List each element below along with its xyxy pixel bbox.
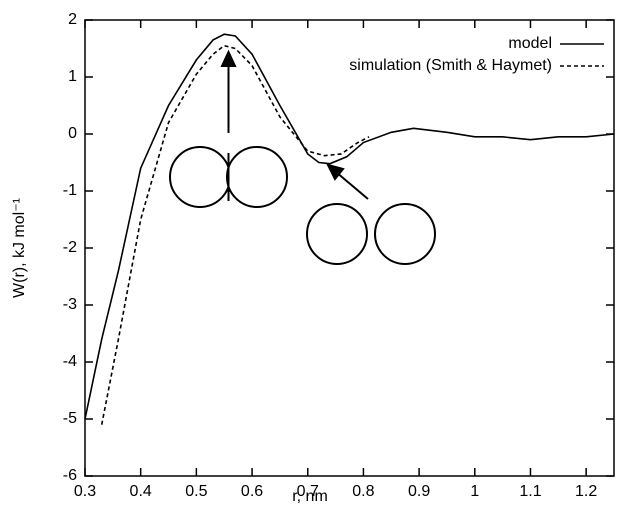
- x-tick-label: 0.9: [408, 483, 430, 500]
- particle: [374, 203, 436, 265]
- particle: [169, 146, 231, 208]
- y-tick-label: 0: [68, 125, 77, 142]
- y-axis-label: W(r), kJ mol⁻¹: [11, 198, 28, 298]
- y-tick-label: 1: [68, 68, 77, 85]
- y-tick-label: -3: [63, 296, 77, 313]
- arrow: [335, 171, 369, 200]
- x-tick-label: 0.4: [130, 483, 152, 500]
- arrow-head: [220, 49, 237, 67]
- arrow-head: [326, 163, 345, 181]
- x-tick-label: 1.1: [519, 483, 541, 500]
- y-tick-label: -4: [63, 353, 77, 370]
- x-tick-label: 0.7: [297, 483, 319, 500]
- y-tick-label: 2: [68, 11, 77, 28]
- x-tick-label: 1.2: [575, 483, 597, 500]
- data-line: [84, 33, 615, 420]
- x-tick-label: 0.3: [74, 483, 96, 500]
- x-tick-label: 0.5: [185, 483, 207, 500]
- x-tick-label: 0.8: [352, 483, 374, 500]
- x-tick-label: 1: [470, 483, 479, 500]
- particle: [306, 203, 368, 265]
- legend-label: model: [508, 35, 552, 52]
- y-tick-label: -5: [63, 410, 77, 427]
- x-tick-label: 0.6: [241, 483, 263, 500]
- particle: [226, 146, 288, 208]
- y-tick-label: -6: [63, 467, 77, 484]
- y-tick-label: -1: [63, 182, 77, 199]
- x-axis-label: r, nm: [292, 488, 328, 503]
- y-tick-label: -2: [63, 239, 77, 256]
- illustrations: [169, 49, 436, 265]
- legend-label: simulation (Smith & Haymet): [349, 57, 552, 74]
